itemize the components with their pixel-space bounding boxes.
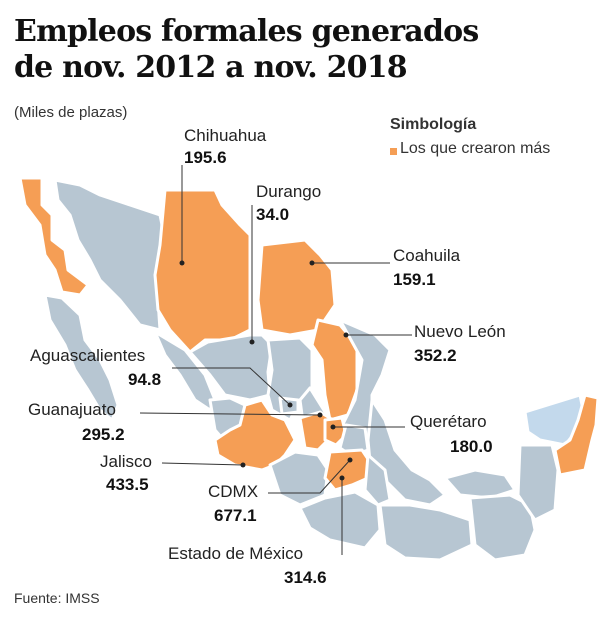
- state-campeche: [516, 443, 560, 522]
- state-baja-california-sur: [43, 293, 120, 422]
- state-jalisco: [213, 398, 297, 472]
- dot-cdmx: [347, 457, 353, 463]
- state-tabasco: [443, 468, 517, 500]
- map-title: Empleos formales generados de nov. 2012 …: [14, 14, 479, 86]
- state-quintana-roo: [553, 393, 600, 477]
- legend-item: Los que crearon más: [390, 140, 550, 158]
- state-oaxaca: [378, 503, 474, 562]
- legend-title: Simbología: [390, 116, 477, 133]
- subtitle: (Miles de plazas): [14, 104, 128, 121]
- leader-aguascalientes: [172, 367, 291, 406]
- label-aguascalientes: Aguascalientes: [30, 346, 146, 365]
- state-coahuila: [256, 238, 337, 337]
- dot-aguascalientes: [287, 402, 293, 408]
- leader-jalisco: [161, 462, 244, 466]
- value-aguascalientes: 94.8: [128, 370, 162, 389]
- dot-coahuila: [309, 260, 315, 266]
- label-durango: Durango: [256, 182, 322, 201]
- label-estado-de-mexico: Estado de México: [168, 544, 304, 563]
- leader-lines: [139, 165, 412, 555]
- value-queretaro: 180.0: [450, 437, 493, 456]
- label-chihuahua: Chihuahua: [184, 126, 267, 145]
- value-durango: 34.0: [256, 205, 290, 224]
- state-baja-california: [18, 176, 90, 297]
- state-chihuahua: [153, 188, 252, 354]
- source-note: Fuente: IMSS: [14, 590, 100, 606]
- dot-guanajuato: [317, 412, 323, 418]
- state-sonora: [53, 178, 167, 332]
- label-coahuila: Coahuila: [393, 246, 461, 265]
- state-chiapas: [468, 493, 537, 562]
- value-jalisco: 433.5: [106, 475, 149, 494]
- leader-cdmx: [268, 459, 351, 494]
- label-guanajuato: Guanajuato: [28, 400, 116, 419]
- state-michoacan: [268, 450, 330, 507]
- location-dots: [179, 260, 353, 481]
- dot-chihuahua: [179, 260, 185, 266]
- dot-queretaro: [330, 424, 336, 430]
- label-nuevo-leon: Nuevo León: [414, 322, 506, 341]
- value-chihuahua: 195.6: [184, 148, 227, 167]
- dot-durango: [249, 339, 255, 345]
- dot-edomex: [339, 475, 345, 481]
- legend-label: Los que crearon más: [400, 140, 551, 157]
- state-edomex-cdmx: [323, 448, 372, 492]
- value-cdmx: 677.1: [214, 506, 257, 525]
- label-queretaro: Querétaro: [410, 412, 487, 431]
- state-puebla: [363, 453, 392, 507]
- dot-nuevo-leon: [343, 332, 349, 338]
- dot-jalisco: [240, 462, 246, 468]
- title-line-2: de nov. 2012 a nov. 2018: [14, 50, 408, 85]
- leader-guanajuato: [139, 412, 321, 416]
- value-coahuila: 159.1: [393, 270, 436, 289]
- value-guanajuato: 295.2: [82, 425, 125, 444]
- legend-swatch: [390, 148, 397, 155]
- state-guerrero: [298, 490, 382, 550]
- value-estado-de-mexico: 314.6: [284, 568, 327, 587]
- value-nuevo-leon: 352.2: [414, 346, 457, 365]
- label-cdmx: CDMX: [208, 482, 259, 501]
- label-jalisco: Jalisco: [100, 452, 152, 471]
- state-sinaloa: [153, 330, 217, 412]
- title-line-1: Empleos formales generados: [14, 14, 479, 49]
